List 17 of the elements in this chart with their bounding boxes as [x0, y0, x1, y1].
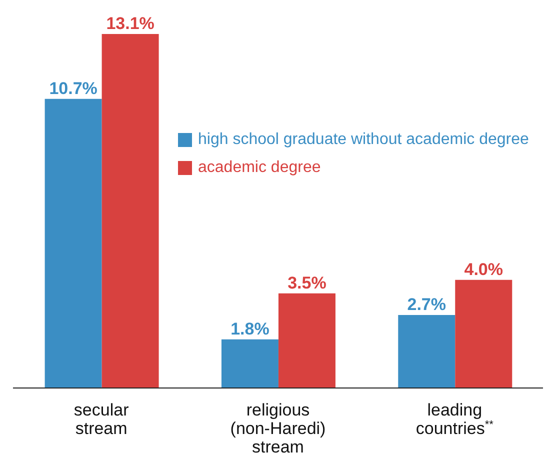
data-label: 2.7%	[407, 295, 446, 314]
legend-label: high school graduate without academic degree	[198, 130, 529, 150]
data-label: 1.8%	[230, 319, 270, 338]
data-label: 10.7%	[49, 78, 98, 98]
bar	[102, 34, 159, 388]
x-tick-label: leading countries$^{**}$	[416, 400, 494, 438]
bar	[455, 280, 512, 388]
legend-label: academic degree	[198, 158, 321, 178]
data-label: 13.1%	[106, 14, 154, 33]
bar	[278, 293, 336, 388]
x-tick-label: secular stream	[74, 400, 130, 438]
x-tick-label: religious (non-Haredi) stream	[230, 400, 326, 457]
data-label: 4.0%	[464, 260, 504, 279]
data-label: 3.5%	[288, 273, 326, 292]
bar	[221, 339, 278, 388]
bar	[398, 315, 456, 388]
bar	[44, 98, 102, 388]
